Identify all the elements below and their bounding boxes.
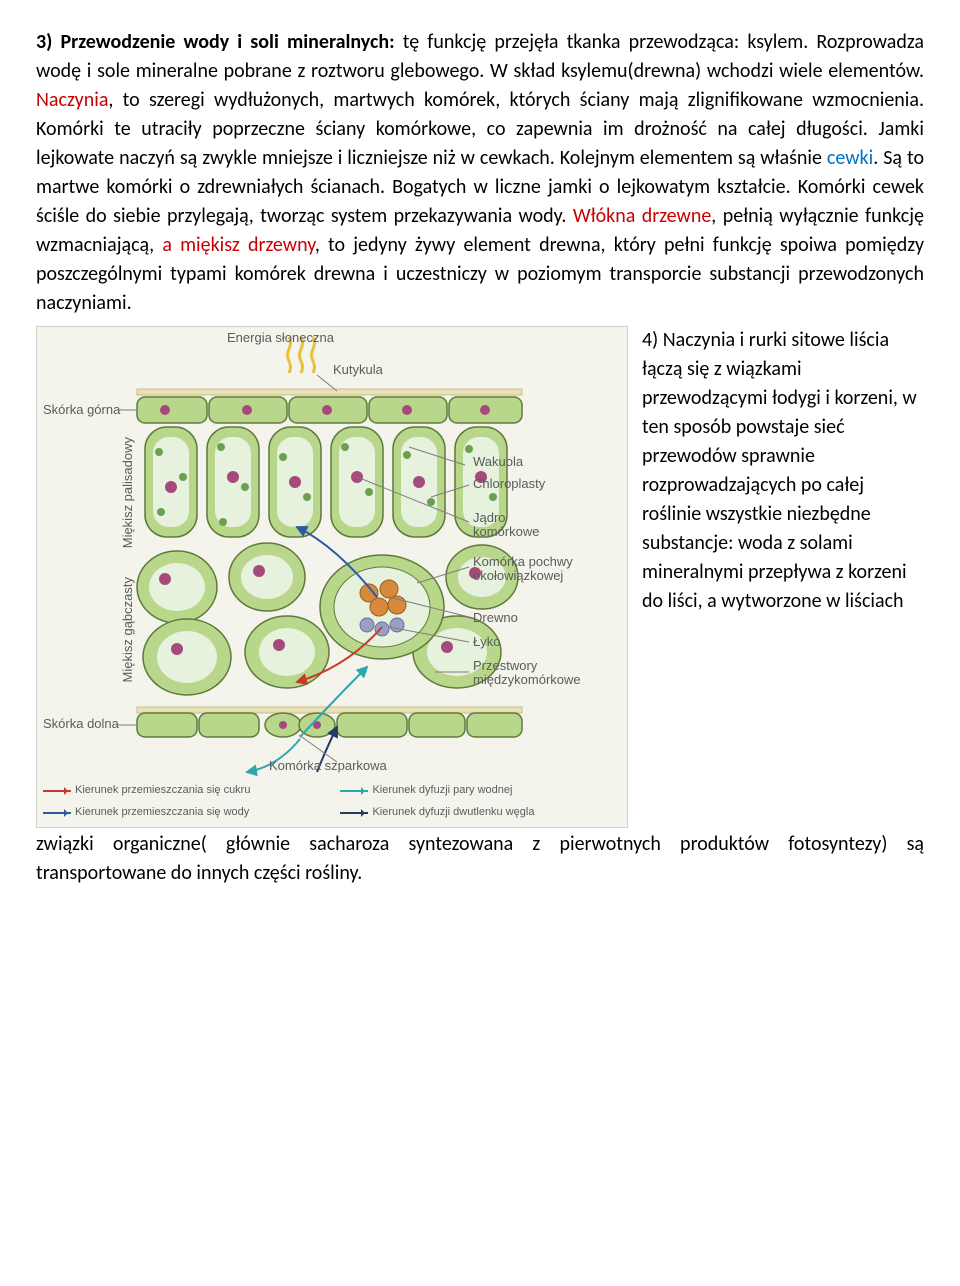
label-kutykula: Kutykula [333, 363, 383, 377]
arrow-icon [340, 812, 368, 814]
label-drewno: Drewno [473, 611, 518, 625]
term-miekisz: a miękisz drzewny [162, 233, 315, 257]
term-wlokna: Włókna drzewne [573, 204, 711, 228]
term-cewki: cewki [827, 146, 873, 170]
legend-label: Kierunek przemieszczania się wody [75, 805, 249, 821]
section3-heading: 3) Przewodzenie wody i soli mineralnych: [36, 30, 395, 54]
label-skorka-dolna: Skórka dolna [43, 717, 119, 731]
label-pochwa: Komórka pochwy okołowiązkowej [473, 555, 573, 584]
label-szparkowa: Komórka szparkowa [269, 759, 387, 773]
label-palisadowy: Miękisz palisadowy [121, 437, 134, 548]
text: , to szeregi wydłużonych, martwych komór… [36, 88, 924, 170]
legend-item-co2: Kierunek dyfuzji dwutlenku węgla [340, 805, 617, 821]
legend-label: Kierunek dyfuzji pary wodnej [372, 783, 512, 799]
term-naczynia: Naczynia [36, 88, 108, 112]
section4-side-text: 4) Naczynia i rurki sitowe liścia łączą … [642, 326, 924, 828]
legend-item-sugar: Kierunek przemieszczania się cukru [43, 783, 320, 799]
label-wakuola: Wakuola [473, 455, 523, 469]
legend-item-water: Kierunek przemieszczania się wody [43, 805, 320, 821]
label-skorka-gorna: Skórka górna [43, 403, 120, 417]
arrow-icon [43, 812, 71, 814]
leaf-cross-section-diagram: Skórka górna Energia słoneczna Kutykula … [36, 326, 628, 828]
label-gabczasty: Miękisz gąbczasty [121, 577, 134, 682]
leaf-diagram-wrapper: Skórka górna Energia słoneczna Kutykula … [36, 326, 628, 828]
legend-label: Kierunek dyfuzji dwutlenku węgla [372, 805, 534, 821]
label-energia: Energia słoneczna [227, 331, 334, 345]
section4-bottom-paragraph: związki organiczne( głównie sacharoza sy… [36, 830, 924, 888]
label-chloroplasty: Chloroplasty [473, 477, 545, 491]
legend-label: Kierunek przemieszczania się cukru [75, 783, 250, 799]
label-przestwory: Przestwory międzykomórkowe [473, 659, 581, 688]
legend-item-vapor: Kierunek dyfuzji pary wodnej [340, 783, 617, 799]
label-lyko: Łyko [473, 635, 500, 649]
section4-row: Skórka górna Energia słoneczna Kutykula … [36, 326, 924, 828]
arrow-icon [43, 790, 71, 792]
arrow-icon [340, 790, 368, 792]
diagram-legend: Kierunek przemieszczania się cukru Kieru… [43, 783, 621, 821]
section3-paragraph: 3) Przewodzenie wody i soli mineralnych:… [36, 28, 924, 318]
section4-side-paragraph: 4) Naczynia i rurki sitowe liścia łączą … [642, 326, 924, 616]
label-jadro: Jądro komórkowe [473, 511, 539, 540]
